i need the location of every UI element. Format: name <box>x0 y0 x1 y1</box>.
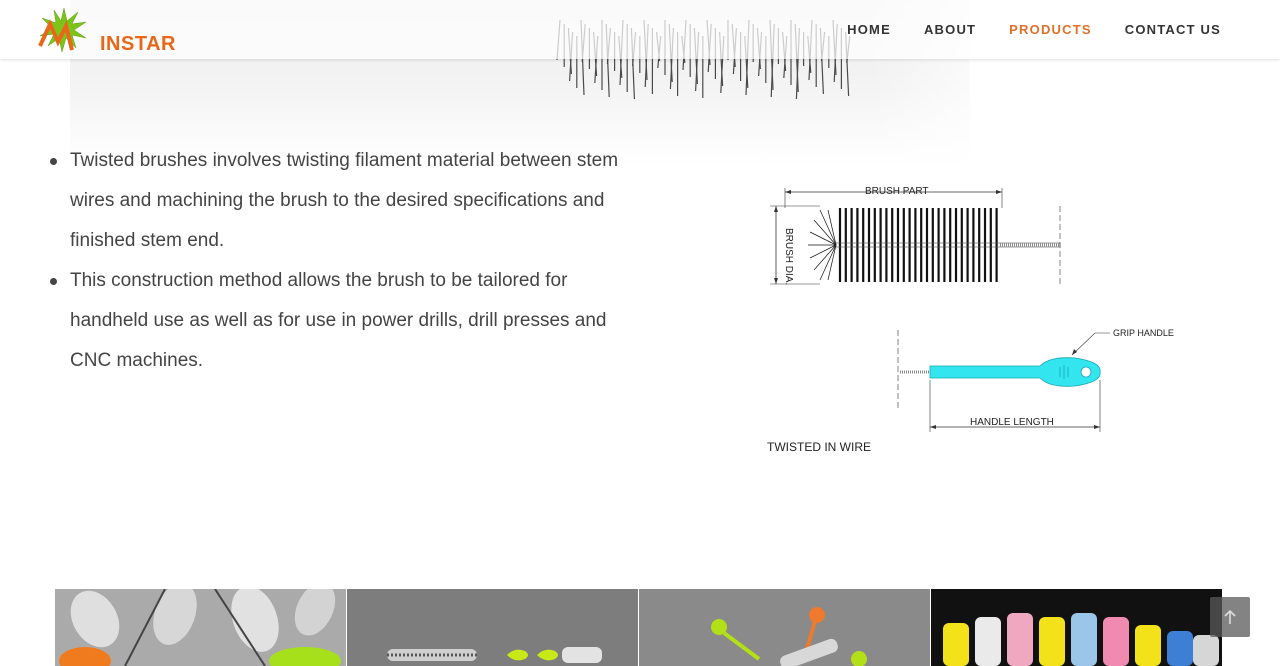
grip-handle-label: GRIP HANDLE <box>1113 328 1174 338</box>
gallery-thumb-colored-tip-brushes[interactable] <box>931 589 1222 666</box>
site-logo[interactable]: INSTAR <box>36 6 175 55</box>
brush-tip-fan <box>808 209 837 281</box>
grip-handle-shape <box>929 357 1101 387</box>
nav-contact-us[interactable]: CONTACT US <box>1124 22 1221 37</box>
bullet-dot <box>50 158 57 165</box>
nav-about[interactable]: ABOUT <box>923 22 977 37</box>
star-burst-icon <box>38 7 87 53</box>
brush-part-label: BRUSH PART <box>865 186 929 197</box>
list-item: This construction method allows the brus… <box>45 261 635 381</box>
twisted-brush-diagram: BRUSH PART BRUSH DIA. GRIP HANDLE HANDLE… <box>770 186 1174 432</box>
bullet-dot <box>50 278 57 285</box>
gallery-thumb-gray-bottle-brushes[interactable] <box>55 589 346 666</box>
gallery-thumb-spoon-handle-brushes[interactable] <box>639 589 930 666</box>
list-item: Twisted brushes involves twisting filame… <box>45 141 635 261</box>
brush-bristle-rows <box>838 208 998 282</box>
feature-list: Twisted brushes involves twisting filame… <box>45 141 635 381</box>
chevron-up-icon <box>1224 609 1236 624</box>
gray-bottle-brushes-photo <box>55 589 346 666</box>
main-nav: HOME ABOUT PRODUCTS CONTACT US <box>814 0 1221 59</box>
nav-products[interactable]: PRODUCTS <box>1009 22 1092 37</box>
logo-text: INSTAR <box>100 33 176 55</box>
bullet-text: Twisted brushes involves twisting filame… <box>70 150 619 251</box>
scroll-to-top-button[interactable] <box>1210 597 1250 637</box>
diagram-caption: TWISTED IN WIRE <box>767 440 871 454</box>
colored-tip-brushes-photo <box>931 589 1222 666</box>
product-gallery <box>55 589 1222 666</box>
nav-home[interactable]: HOME <box>847 22 891 37</box>
brush-dia-label: BRUSH DIA. <box>783 228 794 285</box>
gallery-thumb-green-handle-brushes[interactable] <box>347 589 638 666</box>
bullet-text: This construction method allows the brus… <box>70 270 607 371</box>
spoon-handle-brushes-photo <box>639 589 930 666</box>
green-handle-brushes-photo <box>347 589 638 666</box>
site-header: INSTAR HOME ABOUT PRODUCTS CONTACT US <box>0 0 1280 59</box>
handle-length-label: HANDLE LENGTH <box>970 417 1054 428</box>
